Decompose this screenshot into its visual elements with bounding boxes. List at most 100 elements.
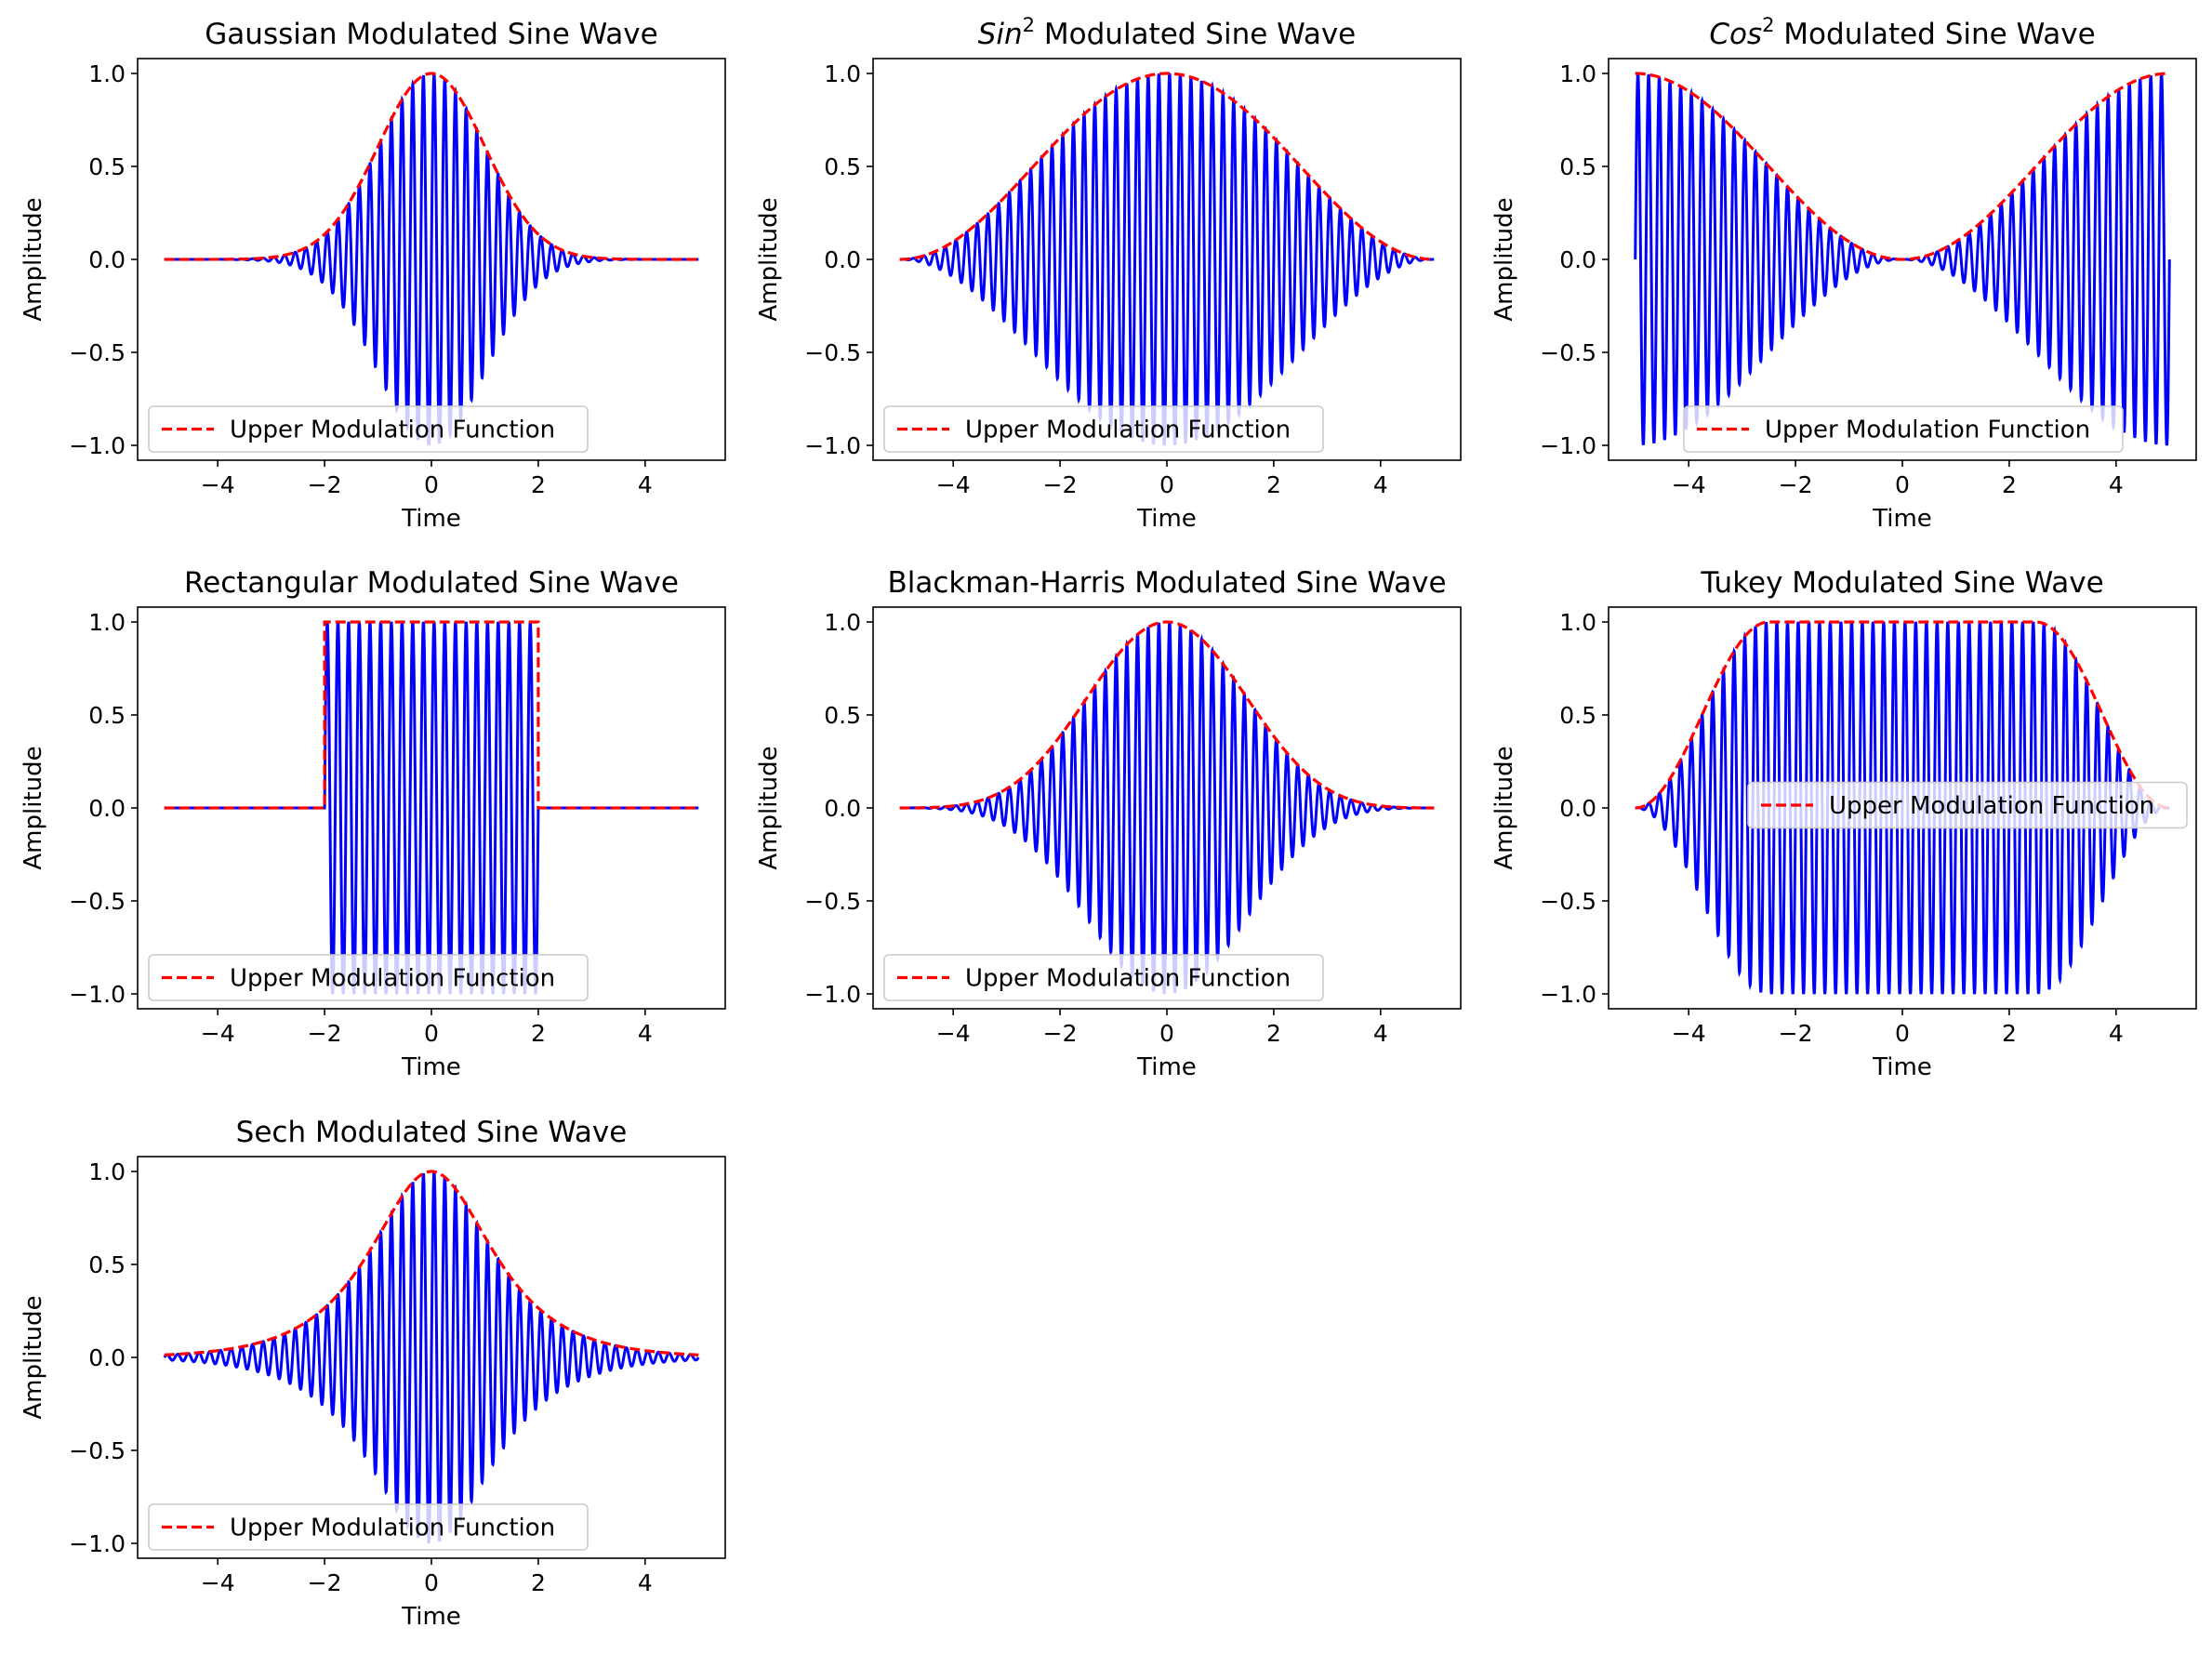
- y-tick-label: 0.5: [1559, 153, 1596, 180]
- x-tick-label: 0: [1159, 1020, 1174, 1047]
- y-tick-label: 0.0: [1559, 795, 1596, 822]
- y-tick-label: 1.0: [1559, 60, 1596, 87]
- subplot-7: −4 −2 0 2 4 −1.0 −0.5 0.0 0.5 1.0 Time Amplitude Sec…: [20, 1116, 726, 1631]
- y-tick-label: −0.5: [804, 888, 861, 915]
- upper-modulation-line: [164, 1170, 699, 1356]
- subplot-6: −4 −2 0 2 4 −1.0 −0.5 0.0 0.5 1.0 Time Amplitude Tuk…: [1490, 566, 2197, 1081]
- legend-label: Upper Modulation Function: [1765, 417, 2090, 444]
- y-tick-label: 0.0: [1559, 246, 1596, 273]
- plot-area: [1634, 72, 2171, 446]
- x-tick-label: −4: [936, 1020, 971, 1047]
- x-tick-label: 2: [2002, 1020, 2017, 1047]
- upper-modulation-line: [164, 620, 699, 810]
- x-tick-label: −2: [1043, 471, 1078, 498]
- plot-area: [164, 72, 699, 446]
- y-tick-label: 0.0: [824, 246, 861, 273]
- y-axis-label: Amplitude: [20, 1295, 47, 1419]
- title-superscript: 2: [1023, 14, 1035, 36]
- upper-modulation-line: [164, 72, 699, 261]
- modulated-signal-line: [899, 73, 1435, 446]
- y-tick-label: 0.5: [824, 153, 861, 180]
- y-tick-label: −1.0: [69, 432, 126, 459]
- x-tick-label: 4: [1373, 1020, 1388, 1047]
- legend-label: Upper Modulation Function: [965, 965, 1291, 993]
- subplot-title: Rectangular Modulated Sine Wave: [184, 566, 679, 600]
- x-tick-label: −2: [1779, 471, 1813, 498]
- x-tick-label: 4: [638, 1569, 653, 1596]
- x-tick-label: 0: [1895, 471, 1910, 498]
- title-text: Tukey Modulated Sine Wave: [1700, 566, 2103, 600]
- y-tick-label: 0.0: [88, 246, 126, 273]
- legend-box: [148, 1503, 589, 1551]
- y-tick-label: −1.0: [1540, 981, 1596, 1008]
- y-axis-label: Amplitude: [1490, 197, 1518, 321]
- legend-label: Upper Modulation Function: [965, 417, 1291, 444]
- x-tick-label: 2: [531, 1020, 546, 1047]
- y-tick-label: −0.5: [1540, 339, 1596, 366]
- y-tick-label: 0.5: [88, 1251, 126, 1278]
- subplot-3: −4 −2 0 2 4 −1.0 −0.5 0.0 0.5 1.0 Time Amplitude Cos…: [1490, 14, 2197, 533]
- legend-label: Upper Modulation Function: [1829, 792, 2154, 820]
- subplot-title: Cos2 Modulated Sine Wave: [1709, 14, 2095, 51]
- subplot-title: Gaussian Modulated Sine Wave: [205, 18, 657, 51]
- legend: Upper Modulation Function: [883, 954, 1324, 1001]
- y-tick-label: −1.0: [1540, 432, 1596, 459]
- legend-label: Upper Modulation Function: [230, 965, 555, 993]
- y-tick-label: 0.5: [1559, 702, 1596, 729]
- x-tick-label: −2: [1043, 1020, 1078, 1047]
- title-text: Gaussian Modulated Sine Wave: [205, 18, 657, 51]
- x-tick-label: −4: [1672, 1020, 1706, 1047]
- y-tick-label: 0.0: [88, 795, 126, 822]
- y-tick-label: 1.0: [88, 1158, 126, 1185]
- title-text: Rectangular Modulated Sine Wave: [184, 566, 679, 600]
- x-tick-label: 2: [1266, 1020, 1281, 1047]
- y-tick-label: 1.0: [88, 60, 126, 87]
- x-tick-label: 0: [424, 471, 439, 498]
- title-function-name: Sin: [978, 18, 1023, 51]
- upper-modulation-line: [899, 620, 1435, 810]
- title-text: Sech Modulated Sine Wave: [236, 1116, 628, 1149]
- x-tick-label: −2: [1779, 1020, 1813, 1047]
- y-tick-label: 0.0: [824, 795, 861, 822]
- legend-box: [1683, 405, 2124, 453]
- y-tick-label: −0.5: [804, 339, 861, 366]
- legend: Upper Modulation Function: [1683, 405, 2124, 453]
- title-text: Modulated Sine Wave: [1774, 18, 2095, 51]
- legend: Upper Modulation Function: [148, 405, 589, 453]
- x-tick-label: −2: [308, 471, 342, 498]
- x-axis-label: Time: [401, 1053, 461, 1081]
- legend-box: [148, 405, 589, 453]
- upper-modulation-line: [1635, 620, 2170, 810]
- legend: Upper Modulation Function: [148, 954, 589, 1001]
- x-axis-label: Time: [1872, 1053, 1932, 1081]
- subplot-2: −4 −2 0 2 4 −1.0 −0.5 0.0 0.5 1.0 Time Amplitude Sin…: [755, 14, 1462, 533]
- upper-modulation-line: [1635, 72, 2170, 261]
- plot-area: [899, 620, 1435, 995]
- plot-area: [163, 1170, 700, 1544]
- title-function-name: Cos: [1709, 18, 1762, 51]
- y-tick-label: −1.0: [804, 981, 861, 1008]
- legend-box: [1747, 781, 2188, 829]
- y-axis-label: Amplitude: [755, 746, 783, 869]
- x-tick-label: 4: [2109, 1020, 2124, 1047]
- legend: Upper Modulation Function: [148, 1503, 589, 1551]
- x-tick-label: −4: [1672, 471, 1706, 498]
- x-tick-label: −2: [308, 1569, 342, 1596]
- y-tick-label: 1.0: [1559, 609, 1596, 636]
- plot-area: [899, 72, 1435, 446]
- x-tick-label: 0: [424, 1569, 439, 1596]
- x-tick-label: −4: [201, 1020, 235, 1047]
- x-tick-label: 2: [1266, 471, 1281, 498]
- y-axis-label: Amplitude: [755, 197, 783, 321]
- x-axis-label: Time: [401, 505, 461, 533]
- x-tick-label: 0: [424, 1020, 439, 1047]
- legend-box: [883, 405, 1324, 453]
- subplot-title: Tukey Modulated Sine Wave: [1700, 566, 2103, 600]
- upper-modulation-line: [899, 72, 1435, 261]
- subplot-title: Sin2 Modulated Sine Wave: [978, 14, 1357, 51]
- y-tick-label: 1.0: [824, 60, 861, 87]
- x-axis-label: Time: [1136, 1053, 1197, 1081]
- subplot-1: −4 −2 0 2 4 −1.0 −0.5 0.0 0.5 1.0 Time Amplitude Gau…: [20, 18, 726, 533]
- x-tick-label: 0: [1895, 1020, 1910, 1047]
